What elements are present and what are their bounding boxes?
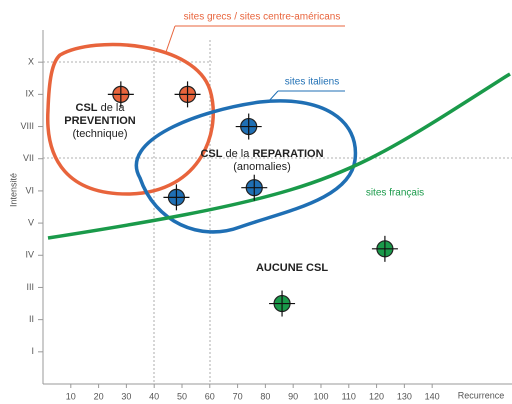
legend-label: sites grecs / sites centre-américans	[184, 12, 341, 23]
y-tick-label: V	[28, 217, 34, 227]
y-tick-label: I	[31, 346, 34, 356]
leader	[267, 90, 345, 103]
x-tick-label: 30	[121, 391, 131, 401]
y-tick-label: II	[29, 314, 34, 324]
x-tick-label: 90	[288, 391, 298, 401]
prevention-region	[46, 42, 215, 196]
y-tick-label: VIII	[20, 121, 34, 131]
threshold-curve	[47, 72, 511, 240]
y-axis-label: Intensité	[8, 173, 18, 207]
point	[163, 184, 190, 211]
leader	[165, 25, 345, 53]
y-tick-label: VI	[25, 185, 34, 195]
x-tick-label: 20	[94, 391, 104, 401]
point	[371, 235, 398, 262]
x-tick-label: 60	[205, 391, 215, 401]
point	[241, 174, 268, 201]
x-tick-label: 110	[342, 391, 356, 401]
y-tick-label: IX	[25, 89, 34, 99]
x-tick-label: 40	[149, 391, 159, 401]
legend-label: sites italiens	[285, 77, 339, 88]
y-tick-label: VII	[23, 153, 34, 163]
point	[107, 81, 134, 108]
x-tick-label: 130	[397, 391, 412, 401]
x-tick-label: 100	[313, 391, 328, 401]
point	[269, 290, 296, 317]
x-axis-label: Recurrence	[458, 390, 505, 400]
x-tick-label: 70	[233, 391, 243, 401]
reparation-region	[134, 99, 358, 234]
point	[174, 81, 201, 108]
x-tick-label: 80	[260, 391, 270, 401]
annotation: AUCUNE CSL	[256, 262, 328, 274]
y-tick-label: X	[28, 57, 34, 67]
annotation: CSL de la REPARATION (anomalies)	[200, 148, 323, 173]
y-tick-label: IV	[25, 250, 34, 260]
legend-label: sites français	[366, 188, 424, 199]
x-tick-label: 50	[177, 391, 187, 401]
point	[235, 113, 262, 140]
annotation: CSL de la PREVENTION (technique)	[64, 102, 136, 140]
x-tick-label: 140	[425, 391, 440, 401]
x-tick-label: 120	[369, 391, 384, 401]
x-tick-label: 10	[66, 391, 76, 401]
y-tick-label: III	[26, 282, 34, 292]
